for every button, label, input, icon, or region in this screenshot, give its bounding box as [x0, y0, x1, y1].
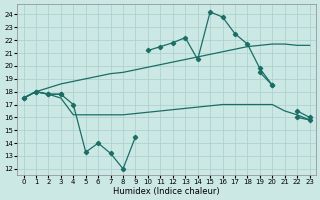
- X-axis label: Humidex (Indice chaleur): Humidex (Indice chaleur): [113, 187, 220, 196]
